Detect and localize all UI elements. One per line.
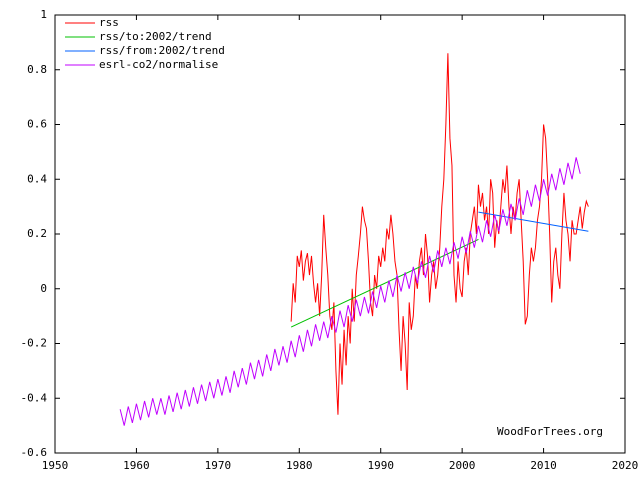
y-tick-label: -0.6 [21, 446, 48, 459]
series-line [290, 53, 589, 415]
series-line [478, 211, 589, 232]
y-tick-label: 0.4 [27, 172, 47, 185]
series-line [290, 239, 479, 328]
x-tick-label: 1970 [205, 459, 232, 472]
x-tick-label: 2010 [530, 459, 557, 472]
y-tick-label: 0.2 [27, 227, 47, 240]
y-tick-label: 0.8 [27, 63, 47, 76]
x-tick-label: 2020 [612, 459, 639, 472]
x-tick-label: 2000 [449, 459, 476, 472]
legend-label: rss/to:2002/trend [99, 30, 212, 43]
legend-label: esrl-co2/normalise [99, 58, 218, 71]
y-tick-label: 1 [40, 8, 47, 21]
x-tick-label: 1950 [42, 459, 69, 472]
legend-label: rss [99, 16, 119, 29]
y-tick-label: 0 [40, 282, 47, 295]
legend-label: rss/from:2002/trend [99, 44, 225, 57]
series-line [119, 157, 581, 426]
y-tick-label: -0.2 [21, 337, 48, 350]
x-tick-label: 1960 [123, 459, 150, 472]
y-tick-label: -0.4 [21, 391, 48, 404]
y-tick-label: 0.6 [27, 118, 47, 131]
x-tick-label: 1990 [367, 459, 394, 472]
x-tick-label: 1980 [286, 459, 313, 472]
annotation: WoodForTrees.org [497, 425, 603, 438]
plot-frame [54, 14, 626, 454]
